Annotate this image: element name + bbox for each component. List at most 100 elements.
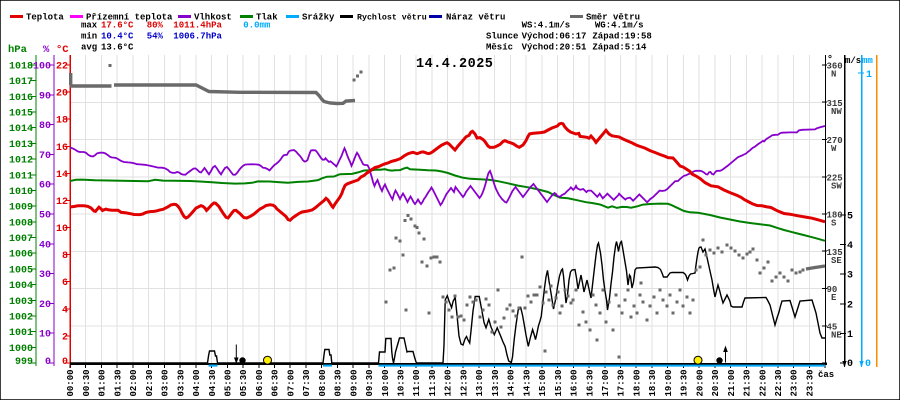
svg-text:°: ° <box>827 54 833 66</box>
svg-text:09:30: 09:30 <box>365 369 375 396</box>
svg-text:2: 2 <box>62 332 68 343</box>
svg-text:2: 2 <box>847 300 853 311</box>
svg-text:18: 18 <box>56 116 68 127</box>
svg-text:čas: čas <box>818 370 834 380</box>
svg-text:08:00: 08:00 <box>318 369 328 396</box>
svg-text:21:00: 21:00 <box>727 369 737 396</box>
svg-text:22: 22 <box>56 62 68 73</box>
svg-text:180: 180 <box>827 211 843 221</box>
svg-text:13:00: 13:00 <box>475 369 485 396</box>
svg-text:01:30: 01:30 <box>113 369 123 396</box>
svg-text:19:30: 19:30 <box>680 369 690 396</box>
svg-text:1013: 1013 <box>9 140 33 151</box>
svg-text:07:00: 07:00 <box>286 369 296 396</box>
svg-text:315: 315 <box>827 99 843 109</box>
svg-text:40: 40 <box>39 240 51 251</box>
svg-text:Měsíc: Měsíc <box>486 43 513 53</box>
svg-text:03:30: 03:30 <box>176 369 186 396</box>
svg-text:Západ:19:58: Západ:19:58 <box>592 32 651 42</box>
svg-text:18:00: 18:00 <box>633 369 643 396</box>
svg-text:22:30: 22:30 <box>774 369 784 396</box>
svg-text:4: 4 <box>847 241 853 252</box>
svg-text:5: 5 <box>847 212 853 223</box>
svg-text:10.4°C: 10.4°C <box>101 32 134 42</box>
svg-text:1004: 1004 <box>9 281 33 292</box>
svg-text:23:30: 23:30 <box>806 369 816 396</box>
svg-text:WS:4.1m/s: WS:4.1m/s <box>522 21 571 31</box>
svg-text:08:30: 08:30 <box>334 369 344 396</box>
svg-text:12:30: 12:30 <box>459 369 469 396</box>
svg-text:0: 0 <box>865 359 871 370</box>
svg-text:04:30: 04:30 <box>208 369 218 396</box>
svg-text:1009: 1009 <box>9 203 33 214</box>
svg-text:%: % <box>43 44 50 56</box>
svg-text:Vlhkost: Vlhkost <box>194 13 232 23</box>
svg-text:00:00: 00:00 <box>66 369 76 396</box>
svg-text:1: 1 <box>847 330 853 341</box>
svg-text:19:00: 19:00 <box>664 369 674 396</box>
svg-text:min: min <box>81 32 97 42</box>
svg-text:Směr větru: Směr větru <box>586 13 640 23</box>
svg-text:14.4.2025: 14.4.2025 <box>416 57 493 72</box>
svg-text:50: 50 <box>39 211 51 222</box>
svg-text:hPa: hPa <box>8 44 28 56</box>
svg-text:14: 14 <box>56 170 68 181</box>
svg-text:13:30: 13:30 <box>491 369 501 396</box>
svg-text:999: 999 <box>15 357 33 368</box>
svg-text:80%: 80% <box>147 21 164 31</box>
svg-text:04:00: 04:00 <box>192 369 202 396</box>
svg-text:225: 225 <box>827 173 843 183</box>
svg-text:03:00: 03:00 <box>161 369 171 396</box>
svg-text:02:00: 02:00 <box>129 369 139 396</box>
svg-text:54%: 54% <box>147 32 164 42</box>
svg-text:07:30: 07:30 <box>302 369 312 396</box>
svg-text:1012: 1012 <box>9 156 33 167</box>
svg-text:1017: 1017 <box>9 77 33 88</box>
svg-text:0: 0 <box>62 357 68 368</box>
svg-text:06:30: 06:30 <box>271 369 281 396</box>
svg-text:1001: 1001 <box>9 328 33 339</box>
svg-text:E: E <box>831 293 837 303</box>
svg-text:100: 100 <box>33 62 51 73</box>
svg-text:17.6°C: 17.6°C <box>101 21 134 31</box>
svg-text:12:00: 12:00 <box>444 369 454 396</box>
svg-text:45: 45 <box>827 322 838 332</box>
svg-text:NW: NW <box>831 107 842 117</box>
svg-text:05:30: 05:30 <box>239 369 249 396</box>
svg-text:1003: 1003 <box>9 297 33 308</box>
svg-text:8: 8 <box>62 251 68 262</box>
svg-text:90: 90 <box>827 285 838 295</box>
svg-text:10: 10 <box>39 330 51 341</box>
svg-text:20: 20 <box>56 89 68 100</box>
svg-text:3: 3 <box>847 271 853 282</box>
svg-text:21:30: 21:30 <box>743 369 753 396</box>
svg-text:22:00: 22:00 <box>758 369 768 396</box>
svg-text:Rychlost větru: Rychlost větru <box>357 13 427 23</box>
svg-text:15:00: 15:00 <box>538 369 548 396</box>
svg-text:6: 6 <box>62 278 68 289</box>
svg-text:1007: 1007 <box>9 234 33 245</box>
svg-text:1006.7hPa: 1006.7hPa <box>173 32 222 42</box>
svg-text:16:00: 16:00 <box>570 369 580 396</box>
svg-text:13.6°C: 13.6°C <box>101 43 134 53</box>
svg-text:06:00: 06:00 <box>255 369 265 396</box>
svg-text:17:00: 17:00 <box>601 369 611 396</box>
svg-text:1002: 1002 <box>9 312 33 323</box>
svg-text:20: 20 <box>39 300 51 311</box>
svg-text:15:30: 15:30 <box>554 369 564 396</box>
svg-text:°C: °C <box>56 44 69 56</box>
svg-text:12: 12 <box>56 197 68 208</box>
svg-text:11:00: 11:00 <box>412 369 422 396</box>
svg-text:135: 135 <box>827 248 843 258</box>
svg-text:10:30: 10:30 <box>397 369 407 396</box>
svg-text:Teplota: Teplota <box>26 13 64 23</box>
svg-text:01:00: 01:00 <box>98 369 108 396</box>
svg-text:270: 270 <box>827 136 843 146</box>
svg-text:Srážky: Srážky <box>302 13 335 23</box>
svg-text:360: 360 <box>827 62 843 72</box>
svg-text:1011.4hPa: 1011.4hPa <box>173 21 222 31</box>
svg-text:16:30: 16:30 <box>585 369 595 396</box>
svg-text:1000: 1000 <box>9 344 33 355</box>
svg-text:1006: 1006 <box>9 250 33 261</box>
svg-text:Východ:06:17: Východ:06:17 <box>522 32 587 42</box>
